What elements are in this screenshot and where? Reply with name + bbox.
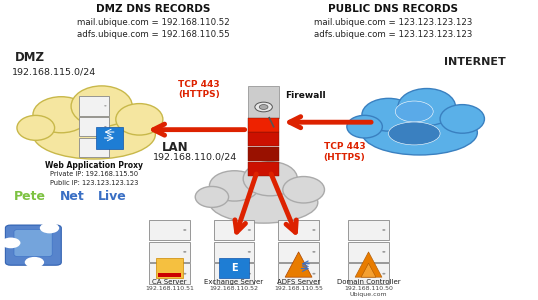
Ellipse shape	[71, 86, 132, 127]
Ellipse shape	[33, 110, 155, 159]
Circle shape	[247, 251, 251, 253]
FancyBboxPatch shape	[79, 96, 109, 116]
Ellipse shape	[209, 171, 259, 201]
FancyBboxPatch shape	[219, 258, 249, 278]
Circle shape	[395, 101, 433, 122]
Circle shape	[259, 105, 268, 110]
Circle shape	[104, 147, 107, 148]
Text: Private IP: 192.168.115.50: Private IP: 192.168.115.50	[50, 171, 138, 177]
FancyBboxPatch shape	[5, 225, 61, 265]
Circle shape	[247, 229, 251, 231]
Text: TCP 443
(HTTPS): TCP 443 (HTTPS)	[178, 80, 220, 99]
Text: adfs.ubique.com = 192.168.110.55: adfs.ubique.com = 192.168.110.55	[77, 30, 230, 39]
FancyBboxPatch shape	[248, 118, 279, 132]
Circle shape	[382, 251, 385, 253]
Polygon shape	[285, 252, 312, 277]
Circle shape	[40, 223, 59, 233]
FancyBboxPatch shape	[248, 86, 279, 118]
Ellipse shape	[398, 88, 456, 125]
FancyBboxPatch shape	[349, 220, 388, 240]
Text: 192.168.110.50
Ubique.com: 192.168.110.50 Ubique.com	[344, 286, 393, 297]
Circle shape	[312, 251, 315, 253]
Ellipse shape	[440, 105, 484, 133]
Text: Web Application Proxy: Web Application Proxy	[45, 161, 143, 170]
Polygon shape	[361, 263, 376, 277]
Text: mail.ubique.com = 192.168.110.52: mail.ubique.com = 192.168.110.52	[77, 18, 230, 27]
Circle shape	[382, 229, 385, 231]
Circle shape	[183, 273, 186, 274]
Text: 192.168.110.55: 192.168.110.55	[274, 286, 323, 291]
Ellipse shape	[17, 116, 55, 140]
Text: Firewall: Firewall	[285, 91, 326, 100]
Text: 192.168.115.0/24: 192.168.115.0/24	[12, 67, 96, 76]
Circle shape	[104, 126, 107, 127]
Text: Public IP: 123.123.123.123: Public IP: 123.123.123.123	[50, 180, 138, 186]
FancyBboxPatch shape	[349, 242, 388, 262]
FancyBboxPatch shape	[248, 133, 279, 146]
Text: mail.ubique.com = 123.123.123.123: mail.ubique.com = 123.123.123.123	[314, 18, 472, 27]
Circle shape	[312, 273, 315, 274]
FancyBboxPatch shape	[150, 242, 189, 262]
Ellipse shape	[33, 97, 89, 133]
Ellipse shape	[283, 176, 324, 203]
FancyBboxPatch shape	[214, 242, 254, 262]
FancyBboxPatch shape	[214, 220, 254, 240]
Circle shape	[247, 273, 251, 274]
FancyBboxPatch shape	[248, 162, 279, 176]
Polygon shape	[355, 252, 382, 277]
Ellipse shape	[195, 187, 229, 207]
Text: 192.168.110.0/24: 192.168.110.0/24	[153, 153, 238, 162]
Text: LAN: LAN	[161, 141, 188, 154]
Ellipse shape	[116, 103, 163, 135]
Text: E: E	[231, 263, 237, 273]
Circle shape	[25, 257, 44, 268]
Text: 192.168.110.52: 192.168.110.52	[209, 286, 259, 291]
Text: Pete: Pete	[13, 190, 45, 203]
FancyBboxPatch shape	[248, 147, 279, 161]
FancyBboxPatch shape	[279, 242, 318, 262]
Text: DMZ: DMZ	[15, 51, 45, 64]
Text: INTERNET: INTERNET	[444, 57, 506, 67]
Ellipse shape	[362, 98, 415, 131]
Text: Net: Net	[60, 190, 85, 203]
Ellipse shape	[209, 182, 318, 223]
Circle shape	[382, 273, 385, 274]
Ellipse shape	[347, 115, 383, 138]
Circle shape	[1, 238, 20, 248]
Text: TCP 443
(HTTPS): TCP 443 (HTTPS)	[323, 142, 365, 162]
FancyBboxPatch shape	[214, 263, 254, 284]
FancyBboxPatch shape	[96, 127, 123, 149]
FancyBboxPatch shape	[279, 220, 318, 240]
Text: CA Server: CA Server	[152, 279, 187, 285]
Circle shape	[312, 229, 315, 231]
Text: PUBLIC DNS RECORDS: PUBLIC DNS RECORDS	[328, 4, 458, 14]
Text: Domain Controller: Domain Controller	[337, 279, 400, 285]
Ellipse shape	[243, 162, 298, 196]
FancyBboxPatch shape	[156, 258, 183, 278]
FancyBboxPatch shape	[150, 220, 189, 240]
FancyBboxPatch shape	[150, 263, 189, 284]
FancyBboxPatch shape	[349, 263, 388, 284]
Text: ADFS Server: ADFS Server	[277, 279, 320, 285]
Ellipse shape	[388, 122, 440, 145]
FancyBboxPatch shape	[79, 138, 109, 157]
Text: 192.168.110.51: 192.168.110.51	[145, 286, 194, 291]
FancyBboxPatch shape	[14, 230, 52, 256]
Circle shape	[183, 229, 186, 231]
FancyBboxPatch shape	[79, 117, 109, 136]
Text: Live: Live	[98, 190, 126, 203]
Circle shape	[104, 105, 107, 106]
Ellipse shape	[362, 110, 477, 155]
Text: Exchange Server: Exchange Server	[204, 279, 264, 285]
Text: DMZ DNS RECORDS: DMZ DNS RECORDS	[96, 4, 210, 14]
Circle shape	[183, 251, 186, 253]
Circle shape	[255, 102, 272, 112]
FancyBboxPatch shape	[158, 273, 181, 277]
FancyBboxPatch shape	[279, 263, 318, 284]
Text: adfs.ubique.com = 123.123.123.123: adfs.ubique.com = 123.123.123.123	[314, 30, 472, 39]
